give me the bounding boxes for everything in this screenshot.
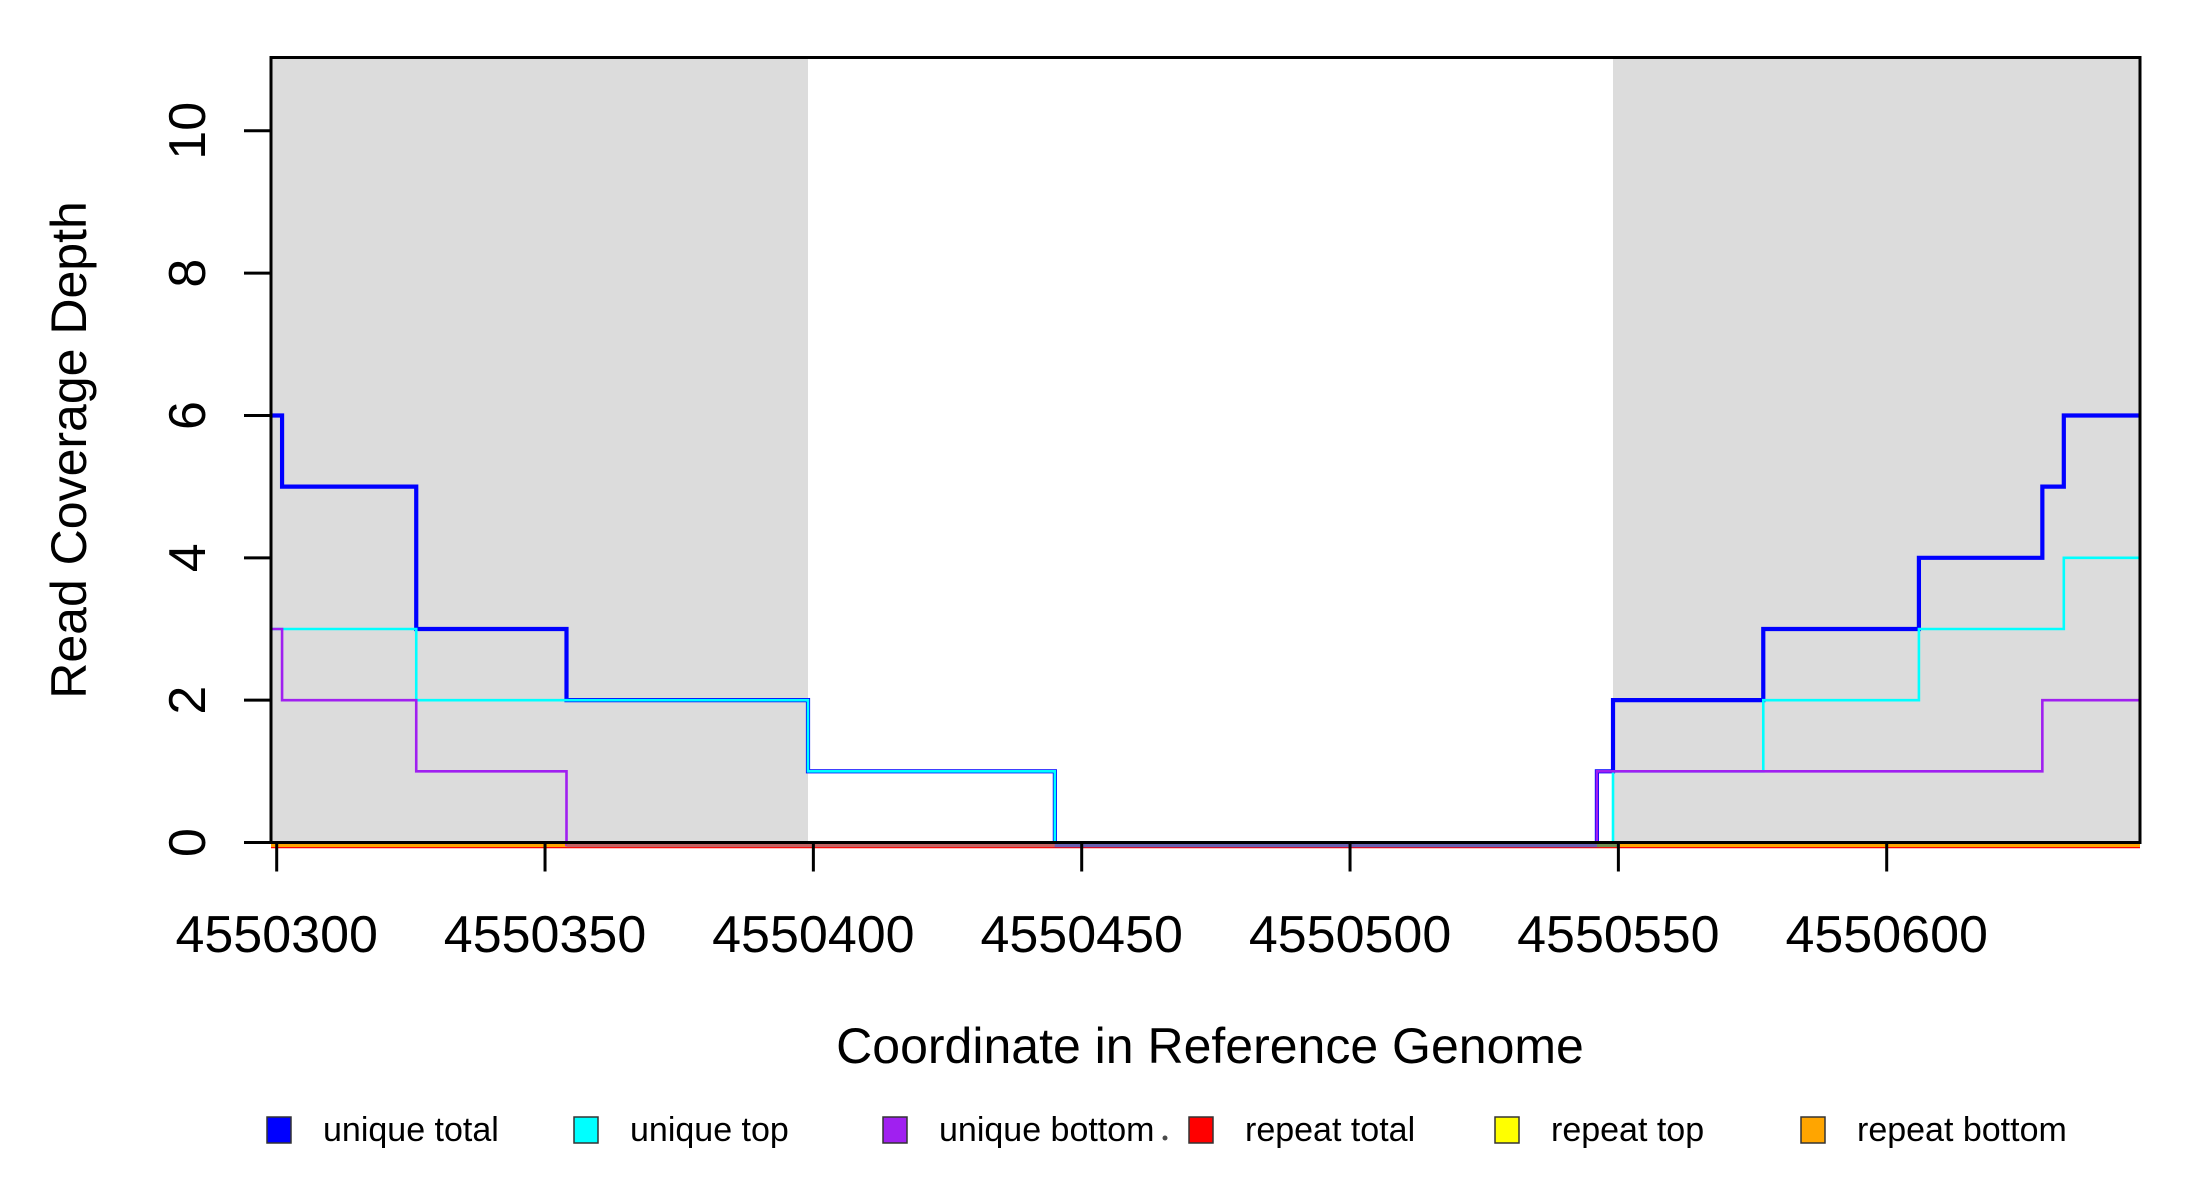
legend-swatch-repeat-top <box>1494 1116 1520 1144</box>
x-tick-label: 4550400 <box>712 906 914 964</box>
stray-dot <box>1162 1135 1168 1141</box>
shaded-regions <box>271 59 2139 841</box>
legend-swatch-unique-bottom <box>882 1116 908 1144</box>
shaded-region <box>1613 59 2139 841</box>
series-line-unique-bottom <box>271 627 2139 847</box>
x-tick-labels: 4550300 4550350 4550400 4550450 4550500 45505… <box>175 906 1987 964</box>
y-tick-label: 8 <box>159 259 217 288</box>
legend-swatch-repeat-total <box>1188 1116 1214 1144</box>
legend-label: repeat bottom <box>1857 1111 2067 1149</box>
legend: unique total unique top unique bottom repea… <box>266 1111 2067 1149</box>
y-tick-labels: 0 2 4 6 8 10 <box>159 102 217 857</box>
x-axis-title: Coordinate in Reference Genome <box>836 1018 1584 1074</box>
legend-label: repeat total <box>1245 1111 1415 1149</box>
legend-swatch-unique-total <box>266 1116 292 1144</box>
plot-border <box>269 56 2142 844</box>
series-line-unique-top <box>271 556 2139 847</box>
legend-label: unique top <box>630 1111 789 1149</box>
legend-label: unique total <box>323 1111 499 1149</box>
y-tick-label: 2 <box>159 686 217 715</box>
y-axis-title: Read Coverage Depth <box>41 201 97 699</box>
legend-label: unique bottom <box>939 1111 1155 1149</box>
shaded-region <box>271 59 809 841</box>
axis-ticks <box>244 129 1889 872</box>
legend-swatch-unique-top <box>573 1116 599 1144</box>
y-tick-label: 0 <box>159 828 217 857</box>
legend-label: repeat top <box>1551 1111 1704 1149</box>
series-lines <box>271 413 2139 848</box>
x-tick-label: 4550350 <box>444 906 646 964</box>
x-tick-label: 4550300 <box>175 906 377 964</box>
x-tick-label: 4550550 <box>1517 906 1719 964</box>
x-tick-label: 4550600 <box>1785 906 1987 964</box>
y-tick-label: 6 <box>159 401 217 430</box>
x-tick-label: 4550450 <box>980 906 1182 964</box>
y-tick-label: 10 <box>159 102 217 160</box>
legend-swatch-repeat-bottom <box>1800 1116 1826 1144</box>
x-tick-label: 4550500 <box>1249 906 1451 964</box>
y-tick-label: 4 <box>159 543 217 572</box>
